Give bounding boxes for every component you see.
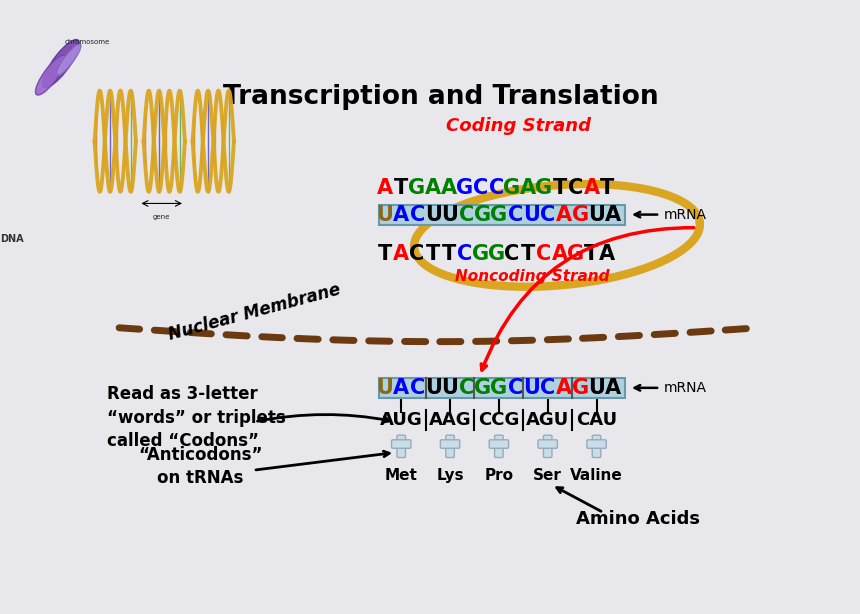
Text: A: A [556, 378, 572, 398]
FancyBboxPatch shape [587, 440, 606, 448]
Text: T: T [426, 244, 439, 264]
Text: C: C [568, 177, 583, 198]
Text: T: T [584, 244, 599, 264]
FancyBboxPatch shape [494, 435, 503, 457]
Text: U: U [588, 378, 605, 398]
Text: G: G [567, 244, 584, 264]
Text: T: T [521, 244, 535, 264]
Text: C: C [409, 244, 424, 264]
Text: C: C [458, 378, 474, 398]
FancyBboxPatch shape [397, 435, 405, 457]
Text: U: U [426, 204, 442, 225]
Text: U: U [523, 204, 540, 225]
FancyBboxPatch shape [544, 435, 552, 457]
Text: C: C [458, 204, 474, 225]
Text: C: C [536, 244, 551, 264]
Text: T: T [553, 177, 567, 198]
Text: Noncoding Strand: Noncoding Strand [455, 270, 610, 284]
Text: C: C [488, 177, 504, 198]
Text: G: G [488, 244, 505, 264]
Text: U: U [523, 378, 540, 398]
FancyBboxPatch shape [538, 440, 557, 448]
Text: Coding Strand: Coding Strand [445, 117, 591, 135]
Text: C: C [457, 244, 472, 264]
Text: A: A [605, 204, 621, 225]
Text: U: U [377, 378, 393, 398]
Text: gene: gene [153, 214, 170, 220]
Text: G: G [456, 177, 473, 198]
Text: T: T [600, 177, 615, 198]
Text: A: A [520, 177, 536, 198]
Text: G: G [490, 204, 507, 225]
Text: T: T [441, 244, 456, 264]
Text: A: A [599, 244, 616, 264]
Text: chromosome: chromosome [64, 39, 109, 45]
Text: A: A [393, 204, 409, 225]
Text: DNA: DNA [0, 235, 24, 244]
Text: mRNA: mRNA [664, 208, 707, 222]
Text: Met: Met [384, 468, 418, 483]
Text: A: A [377, 177, 393, 198]
Text: Ser: Ser [533, 468, 562, 483]
Text: T: T [394, 177, 408, 198]
Text: A: A [605, 378, 621, 398]
Text: AAG: AAG [429, 411, 471, 429]
Text: U: U [426, 378, 442, 398]
Text: AGU: AGU [526, 411, 569, 429]
Text: G: G [474, 378, 491, 398]
Text: A: A [425, 177, 440, 198]
Text: C: C [507, 378, 523, 398]
Text: G: G [535, 177, 552, 198]
Text: U: U [377, 204, 393, 225]
Text: Amino Acids: Amino Acids [576, 510, 700, 528]
Text: A: A [440, 177, 457, 198]
Text: AUG: AUG [380, 411, 422, 429]
Text: G: G [490, 378, 507, 398]
Text: Nuclear Membrane: Nuclear Membrane [167, 281, 343, 344]
Text: C: C [410, 204, 425, 225]
Text: A: A [551, 244, 568, 264]
FancyBboxPatch shape [378, 378, 625, 398]
Text: G: G [572, 204, 589, 225]
Text: Transcription and Translation: Transcription and Translation [223, 84, 659, 110]
Text: C: C [410, 378, 425, 398]
FancyBboxPatch shape [391, 440, 411, 448]
Text: CCG: CCG [478, 411, 519, 429]
Text: A: A [583, 177, 599, 198]
Text: Lys: Lys [436, 468, 464, 483]
Text: U: U [442, 204, 458, 225]
Text: G: G [572, 378, 589, 398]
FancyBboxPatch shape [593, 435, 601, 457]
Text: CAU: CAU [576, 411, 617, 429]
Text: C: C [540, 378, 556, 398]
Text: G: G [474, 204, 491, 225]
FancyBboxPatch shape [440, 440, 460, 448]
Ellipse shape [43, 39, 79, 87]
Ellipse shape [35, 55, 66, 95]
Ellipse shape [57, 44, 81, 75]
Text: mRNA: mRNA [664, 381, 707, 395]
Text: Pro: Pro [484, 468, 513, 483]
Text: U: U [442, 378, 458, 398]
Text: G: G [472, 244, 488, 264]
Text: C: C [507, 204, 523, 225]
FancyBboxPatch shape [489, 440, 508, 448]
Text: C: C [473, 177, 488, 198]
Text: A: A [393, 378, 409, 398]
Text: C: C [505, 244, 519, 264]
Text: G: G [408, 177, 426, 198]
Text: Read as 3-letter
“words” or triplets
called “Codons”: Read as 3-letter “words” or triplets cal… [108, 385, 286, 451]
FancyBboxPatch shape [445, 435, 454, 457]
Text: C: C [540, 204, 556, 225]
Text: A: A [556, 204, 572, 225]
Text: U: U [588, 204, 605, 225]
Text: G: G [503, 177, 520, 198]
Text: “Anticodons”
on tRNAs: “Anticodons” on tRNAs [138, 446, 263, 487]
FancyBboxPatch shape [378, 204, 625, 225]
Text: A: A [393, 244, 408, 264]
Text: T: T [378, 244, 392, 264]
Text: Valine: Valine [570, 468, 623, 483]
